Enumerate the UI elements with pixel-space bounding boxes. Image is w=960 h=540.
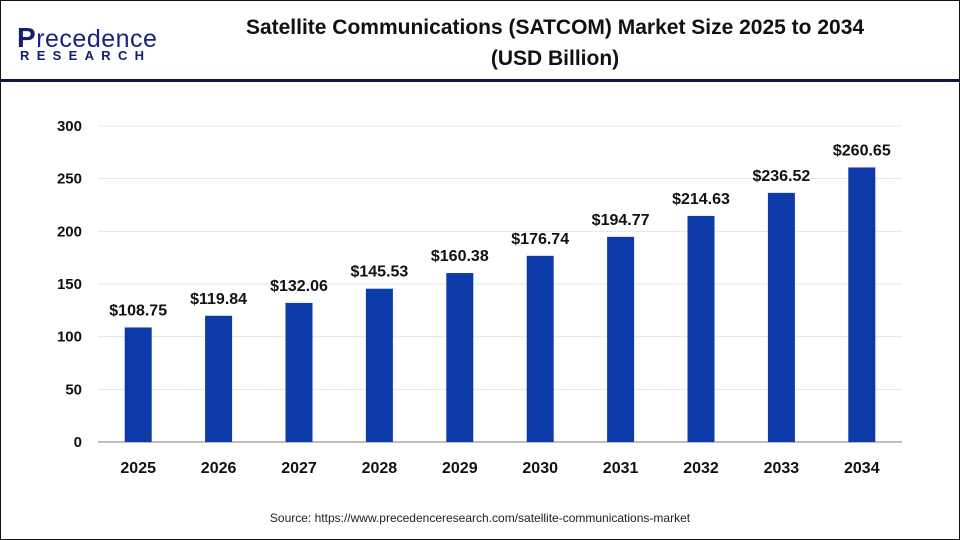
chart-title-line2: (USD Billion) — [490, 47, 620, 70]
x-tick-label: 2025 — [120, 460, 156, 477]
x-tick-label: 2029 — [442, 460, 478, 477]
data-label-2025: $108.75 — [109, 302, 167, 319]
x-tick-label: 2034 — [844, 460, 880, 477]
bar-2026 — [205, 315, 233, 442]
data-label-2027: $132.06 — [270, 278, 328, 295]
logo-subtext: RESEARCH — [20, 48, 152, 63]
header-divider — [1, 79, 959, 82]
data-label-2029: $160.38 — [431, 248, 489, 265]
logo-text: recedence — [36, 25, 158, 53]
x-tick-label: 2032 — [683, 460, 719, 477]
logo-initial: P — [17, 22, 37, 53]
y-tick-label: 250 — [57, 171, 82, 188]
y-tick-label: 50 — [65, 381, 82, 398]
data-label-2030: $176.74 — [511, 231, 569, 248]
bar-2027 — [285, 302, 313, 442]
y-tick-label: 0 — [74, 434, 82, 451]
bar-2028 — [365, 288, 393, 442]
data-label-2031: $194.77 — [592, 212, 650, 229]
bar-2032 — [687, 215, 715, 442]
precedence-research-logo: Precedence RESEARCH — [17, 22, 167, 66]
y-tick-label: 300 — [57, 118, 82, 135]
source-note: Source: https://www.precedenceresearch.c… — [269, 511, 691, 525]
data-label-2026: $119.84 — [190, 291, 247, 308]
x-tick-label: 2033 — [764, 460, 800, 477]
y-tick-label: 200 — [57, 223, 82, 240]
data-label-2028: $145.53 — [350, 264, 408, 281]
bar-2031 — [607, 236, 635, 442]
y-tick-label: 150 — [57, 276, 82, 293]
x-tick-label: 2027 — [281, 460, 317, 477]
data-label-2033: $236.52 — [752, 168, 810, 185]
x-tick-label: 2031 — [603, 460, 639, 477]
chart-title: Satellite Communications (SATCOM) Market… — [180, 12, 930, 74]
x-tick-label: 2030 — [522, 460, 558, 477]
bar-2033 — [767, 192, 795, 442]
data-label-2034: $260.65 — [833, 142, 891, 159]
bar-2034 — [848, 167, 876, 442]
bar-2025 — [124, 327, 152, 442]
bar-2030 — [526, 255, 554, 442]
chart-title-line1: Satellite Communications (SATCOM) Market… — [245, 16, 865, 39]
x-tick-label: 2026 — [201, 460, 237, 477]
x-tick-label: 2028 — [362, 460, 398, 477]
y-tick-label: 100 — [57, 329, 82, 346]
data-label-2032: $214.63 — [672, 191, 730, 208]
bar-2029 — [446, 273, 474, 442]
